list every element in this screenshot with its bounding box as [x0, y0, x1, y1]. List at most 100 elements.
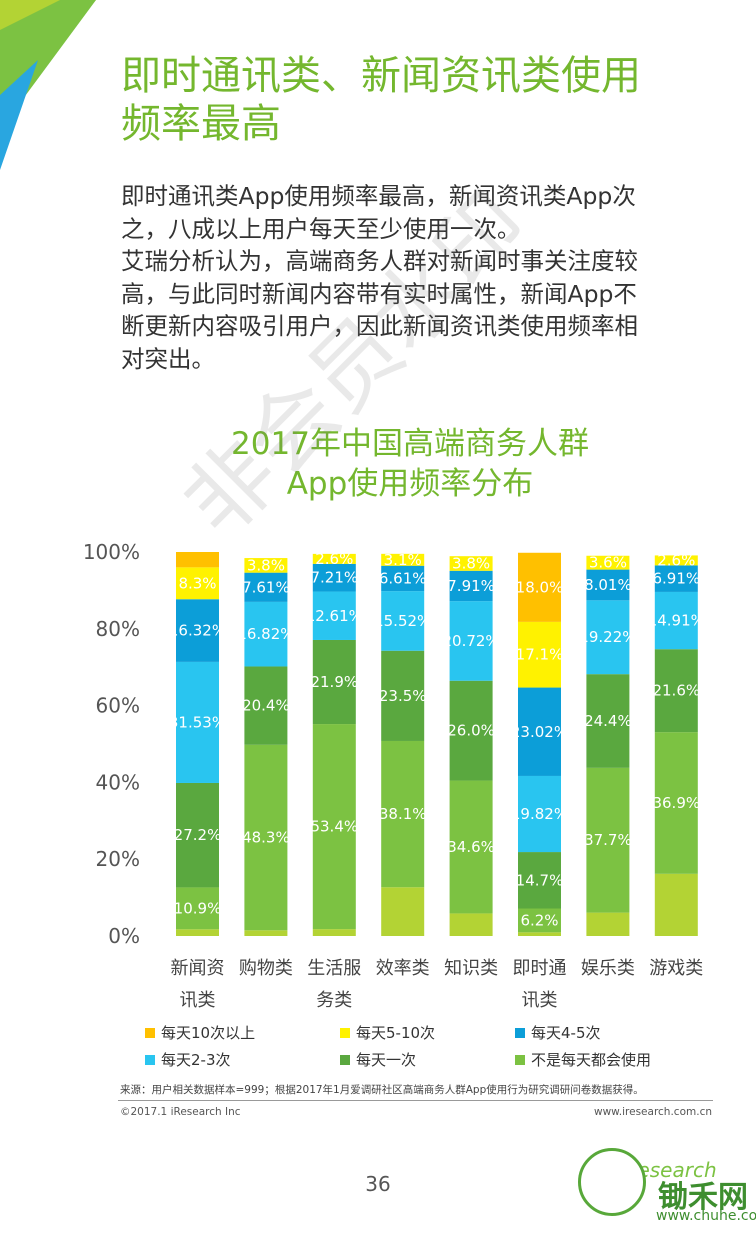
data-label: 23.02%: [511, 723, 568, 741]
data-label: 6.2%: [520, 911, 558, 929]
y-tick-label: 0%: [108, 924, 140, 948]
data-label: 20.72%: [442, 632, 499, 650]
data-label: 8.01%: [584, 576, 632, 594]
bar-segment: [586, 555, 630, 570]
bar-segment: [312, 591, 356, 640]
data-label: 23.5%: [379, 687, 427, 705]
x-tick-label: 效率类: [376, 958, 430, 979]
corner-decoration: [0, 0, 96, 170]
x-tick-label: 讯类: [522, 990, 558, 1011]
bar-segment: [244, 744, 288, 931]
source-note: 来源：用户相关数据样本=999；根据2017年1月爱调研社区高端商务人群App使…: [120, 1084, 644, 1096]
bar-segment: [449, 601, 493, 681]
paragraph-2-line-1: 艾瑞分析认为，高端商务人群对新闻时事关注度较: [121, 247, 638, 275]
stacked-bar-chart: 0% 20% 40% 60% 80% 100% 10.9% 27.2% 31.53% 16.32%…: [83, 540, 705, 1011]
bar-segment: [381, 740, 425, 888]
bar-segment: [176, 552, 219, 568]
paragraph-1: 即时通讯类App使用频率最高，新闻资讯类App次 之，八成以上用户每天至少使用一…: [121, 180, 721, 245]
paragraph-2-line-4: 对突出。: [121, 344, 215, 373]
x-tick-label: 娱乐类: [581, 958, 635, 979]
bar-segment: [381, 565, 425, 592]
legend-swatch: [145, 1054, 155, 1065]
y-tick-label: 100%: [83, 540, 140, 564]
data-label: 19.82%: [511, 805, 568, 823]
bar-segment: [176, 782, 219, 888]
data-label: 16.32%: [169, 622, 226, 640]
bar-segment: [176, 599, 219, 662]
paragraph-2-line-3: 断更新内容吸引用户，因此新闻资讯类使用频率相: [121, 312, 638, 340]
legend-label: 每天一次: [356, 1051, 417, 1069]
data-label: 21.6%: [652, 682, 700, 700]
legend-swatch: [515, 1027, 525, 1038]
data-label: 7.21%: [310, 569, 358, 587]
data-label: 2.6%: [315, 550, 353, 568]
bar-segment: [381, 553, 425, 566]
data-label: 15.52%: [374, 612, 431, 630]
data-label: 38.1%: [379, 805, 427, 823]
chuhe-site-url[interactable]: www.chuhe.com: [656, 1208, 756, 1224]
chuhe-site-name: 锄禾网: [658, 1180, 748, 1215]
chart-title-line-1: 2017年中国高端商务人群: [231, 426, 589, 462]
legend-swatch: [145, 1027, 155, 1038]
bar-segment: [654, 732, 698, 874]
legend-item: 每天一次: [340, 1049, 416, 1070]
bar-segment: [312, 553, 356, 564]
legend-item: 不是每天都会使用: [515, 1049, 651, 1070]
bar-segment: [654, 555, 698, 566]
data-label: 24.4%: [584, 712, 632, 730]
bar-segment: [449, 556, 493, 571]
legend-swatch: [340, 1054, 350, 1065]
bar-segment: [586, 674, 630, 768]
bar-segment: [381, 591, 425, 651]
bar-segment: [586, 912, 630, 936]
x-tick-label: 购物类: [239, 958, 293, 979]
data-label: 7.61%: [242, 578, 290, 596]
data-label: 6.91%: [652, 570, 700, 588]
data-label: 14.91%: [648, 612, 705, 630]
bar-segment: [449, 680, 493, 781]
bar-segment: [654, 565, 698, 592]
chart-title: 2017年中国高端商务人群 App使用频率分布: [150, 424, 670, 504]
bar-segment: [244, 558, 288, 573]
bar-segment: [312, 639, 356, 725]
page-title: 即时通讯类、新闻资讯类使用 频率最高: [121, 52, 721, 148]
data-label: 53.4%: [310, 818, 358, 836]
title-line-1: 即时通讯类、新闻资讯类使用: [121, 53, 641, 99]
website-link[interactable]: www.iresearch.com.cn: [593, 1106, 712, 1118]
data-label: 34.6%: [447, 838, 495, 856]
title-line-2: 频率最高: [121, 101, 281, 147]
bar-segment: [312, 563, 356, 592]
data-label: 3.8%: [452, 554, 490, 572]
bar-segment: [654, 649, 698, 733]
data-label: 12.61%: [306, 607, 363, 625]
bar-segment: [654, 591, 698, 650]
paragraph-2: 艾瑞分析认为，高端商务人群对新闻时事关注度较 高，与此同时新闻内容带有实时属性，…: [121, 245, 721, 375]
x-tick-label: 知识类: [444, 958, 498, 979]
bar-segment: [176, 661, 219, 783]
data-label: 20.4%: [242, 697, 290, 715]
bar-segment: [586, 569, 630, 601]
bar-segment: [518, 775, 561, 853]
bar-segment: [449, 913, 493, 936]
bar-segment: [312, 724, 356, 930]
data-label: 18.0%: [516, 578, 564, 596]
bar-segment: [586, 767, 630, 913]
bar-segment: [518, 932, 561, 936]
page-number: 36: [365, 1172, 391, 1196]
data-label: 26.0%: [447, 722, 495, 740]
bar-segment: [381, 887, 425, 936]
legend-label: 不是每天都会使用: [531, 1051, 652, 1069]
y-tick-label: 40%: [96, 770, 140, 794]
bar-segment: [449, 570, 493, 602]
legend-item: 每天2-3次: [145, 1049, 231, 1070]
data-label: 36.9%: [652, 794, 700, 812]
bar-segment: [518, 852, 561, 909]
legend-label: 每天5-10次: [356, 1024, 436, 1042]
data-label: 8.3%: [178, 574, 216, 592]
data-label: 6.61%: [379, 569, 427, 587]
chuhe-seal-logo: [578, 1148, 646, 1216]
data-label: 21.9%: [310, 673, 358, 691]
data-label: 14.7%: [516, 871, 564, 889]
data-label: 3.6%: [589, 554, 627, 572]
bar-segment: [176, 887, 219, 930]
